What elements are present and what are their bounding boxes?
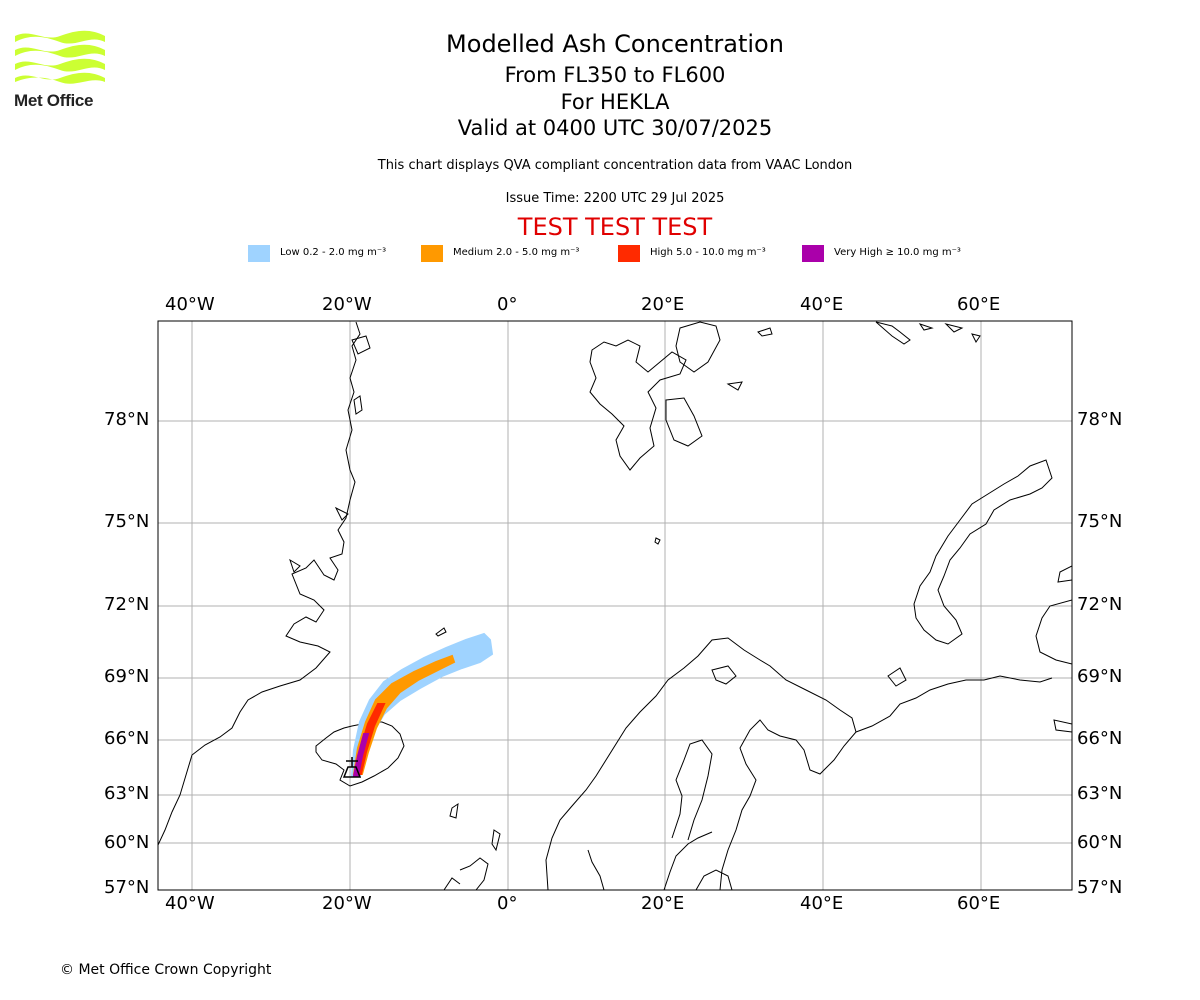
- lat-tick-right-66n: 66°N: [1077, 728, 1123, 749]
- lat-tick-left-78n: 78°N: [104, 409, 150, 430]
- lon-tick-bottom-20w: 20°W: [322, 893, 372, 914]
- flight-level-range: From FL350 to FL600: [504, 63, 726, 87]
- legend-swatch-medium: [421, 245, 443, 262]
- chart-title: Modelled Ash Concentration: [446, 30, 784, 58]
- lat-tick-right-57n: 57°N: [1077, 877, 1123, 898]
- lat-tick-left-69n: 69°N: [104, 666, 150, 687]
- lon-tick-bottom-40w: 40°W: [165, 893, 215, 914]
- novaya-zemlya-coast: [913, 459, 1053, 645]
- ash-plume-very-high: [352, 733, 370, 777]
- lat-tick-left-63n: 63°N: [104, 783, 150, 804]
- legend-label-low: Low 0.2 - 2.0 mg m⁻³: [280, 247, 387, 258]
- lon-tick-top-20e: 20°E: [641, 294, 685, 315]
- lon-tick-top-60e: 60°E: [957, 294, 1001, 315]
- test-banner: TEST TEST TEST: [517, 213, 713, 241]
- met-office-logo: Met Office: [14, 30, 110, 112]
- greenland-coast: [158, 321, 361, 846]
- lon-tick-top-20w: 20°W: [322, 294, 372, 315]
- lon-tick-top-0: 0°: [497, 294, 518, 315]
- legend-label-medium: Medium 2.0 - 5.0 mg m⁻³: [453, 247, 580, 258]
- coastlines: [158, 321, 1072, 890]
- lat-tick-right-72n: 72°N: [1077, 594, 1123, 615]
- legend-label-very-high: Very High ≥ 10.0 mg m⁻³: [834, 247, 961, 258]
- valid-time: Valid at 0400 UTC 30/07/2025: [457, 116, 773, 140]
- volcano-symbol: [342, 757, 362, 778]
- lat-tick-right-69n: 69°N: [1077, 666, 1123, 687]
- legend-label-high: High 5.0 - 10.0 mg m⁻³: [650, 247, 766, 258]
- issue-time: Issue Time: 2200 UTC 29 Jul 2025: [505, 191, 725, 206]
- lon-tick-top-40e: 40°E: [800, 294, 844, 315]
- lat-tick-right-78n: 78°N: [1077, 409, 1123, 430]
- lon-tick-bottom-60e: 60°E: [957, 893, 1001, 914]
- lat-tick-right-63n: 63°N: [1077, 783, 1123, 804]
- lon-tick-top-40w: 40°W: [165, 294, 215, 315]
- legend-swatch-low: [248, 245, 270, 262]
- lat-tick-left-57n: 57°N: [104, 877, 150, 898]
- legend-swatch-high: [618, 245, 640, 262]
- volcano-name: For HEKLA: [560, 90, 670, 114]
- lat-tick-left-66n: 66°N: [104, 728, 150, 749]
- logo-text: Met Office: [14, 91, 94, 110]
- legend-swatch-very-high: [802, 245, 824, 262]
- lat-tick-left-75n: 75°N: [104, 511, 150, 532]
- lon-tick-bottom-0: 0°: [497, 893, 518, 914]
- copyright-notice: © Met Office Crown Copyright: [60, 962, 272, 978]
- svalbard-coast: [589, 339, 687, 471]
- lon-tick-bottom-20e: 20°E: [641, 893, 685, 914]
- lat-tick-right-60n: 60°N: [1077, 832, 1123, 853]
- map-gridlines: [158, 321, 1072, 890]
- scandinavia-coast: [545, 637, 857, 890]
- iceland-coast: [315, 721, 405, 787]
- lat-tick-left-60n: 60°N: [104, 832, 150, 853]
- map-frame: [157, 320, 1073, 891]
- lon-tick-bottom-40e: 40°E: [800, 893, 844, 914]
- chart-description: This chart displays QVA compliant concen…: [377, 158, 853, 173]
- lat-tick-right-75n: 75°N: [1077, 511, 1123, 532]
- lat-tick-left-72n: 72°N: [104, 594, 150, 615]
